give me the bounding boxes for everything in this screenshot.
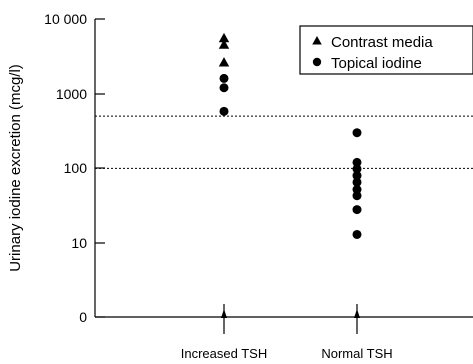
legend-circle-marker bbox=[312, 57, 322, 67]
legend-triangle-marker bbox=[312, 36, 322, 45]
circle-point bbox=[352, 164, 362, 174]
triangle-point bbox=[218, 57, 230, 67]
triangle-point bbox=[218, 39, 230, 49]
category-arrow-head bbox=[354, 309, 360, 318]
circle-point bbox=[352, 191, 362, 201]
data-points bbox=[218, 32, 362, 239]
legend-label: Topical iodine bbox=[331, 55, 422, 72]
circle-point bbox=[219, 106, 229, 116]
legend: Contrast media Topical iodine bbox=[299, 25, 473, 75]
legend-label: Contrast media bbox=[331, 34, 433, 51]
triangle-point bbox=[218, 32, 230, 43]
circle-point bbox=[352, 177, 362, 187]
x-axis-categories: Increased TSH Normal TSH bbox=[181, 304, 393, 361]
category-arrow-head bbox=[221, 309, 227, 318]
circle-point bbox=[352, 128, 362, 138]
circle-point bbox=[352, 171, 362, 181]
circle-point bbox=[352, 205, 362, 215]
circle-point bbox=[352, 229, 362, 239]
circle-point bbox=[219, 83, 229, 93]
circle-point bbox=[219, 73, 229, 83]
circle-point bbox=[352, 157, 362, 167]
y-tick-label: 1000 bbox=[56, 86, 87, 102]
x-category-label: Normal TSH bbox=[321, 346, 392, 361]
y-tick-label: 100 bbox=[64, 160, 88, 176]
y-axis-title: Urinary iodine excretion (mcg/l) bbox=[7, 64, 24, 272]
y-tick-label: 10 bbox=[71, 235, 87, 251]
y-tick-label: 0 bbox=[79, 309, 87, 325]
y-tick-label: 10 000 bbox=[44, 11, 87, 27]
x-category-label: Increased TSH bbox=[181, 346, 267, 361]
circle-point bbox=[352, 185, 362, 195]
legend-box bbox=[299, 25, 473, 75]
reference-lines bbox=[95, 115, 473, 169]
